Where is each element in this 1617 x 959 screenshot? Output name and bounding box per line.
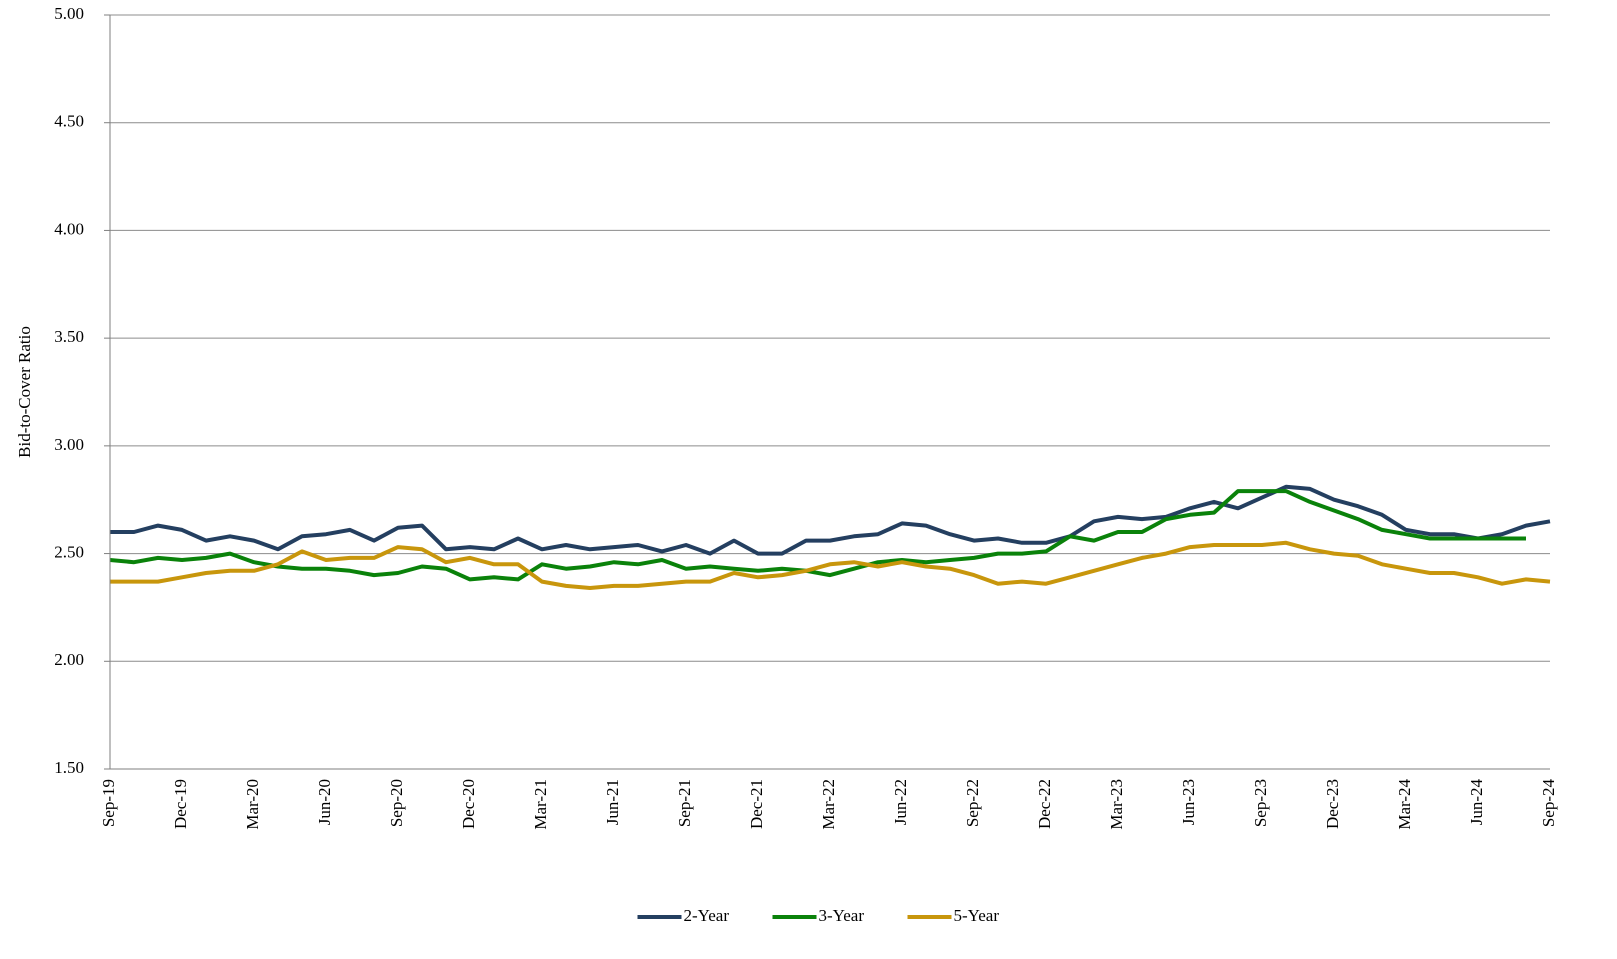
x-tick-label: Dec-22 [1035, 779, 1054, 829]
y-tick-label: 2.00 [54, 650, 84, 669]
x-tick-label: Sep-24 [1539, 779, 1558, 828]
x-tick-label: Mar-20 [243, 779, 262, 830]
series-line [110, 484, 1551, 556]
x-tick-label: Sep-19 [99, 779, 118, 827]
x-tick-label: Jun-21 [603, 779, 622, 825]
x-tick-label: Mar-21 [531, 779, 550, 830]
x-tick-label: Mar-24 [1395, 779, 1414, 830]
y-tick-label: 4.50 [54, 112, 84, 131]
x-tick-label: Sep-22 [963, 779, 982, 827]
x-tick-label: Dec-21 [747, 779, 766, 829]
x-tick-label: Jun-22 [891, 779, 910, 825]
x-tick-label: Jun-23 [1179, 779, 1198, 825]
series-line [109, 489, 1526, 582]
x-tick-label: Sep-21 [675, 779, 694, 827]
x-tick-label: Dec-23 [1323, 779, 1342, 829]
y-axis-label: Bid-to-Cover Ratio [15, 326, 34, 458]
y-tick-label: 3.00 [54, 435, 84, 454]
legend-label: 5-Year [954, 906, 1000, 925]
y-tick-label: 4.00 [54, 219, 84, 238]
x-tick-label: Jun-20 [315, 779, 334, 825]
x-tick-label: Mar-22 [819, 779, 838, 830]
x-tick-label: Mar-23 [1107, 779, 1126, 830]
y-tick-label: 3.50 [54, 327, 84, 346]
legend-label: 2-Year [684, 906, 730, 925]
x-tick-label: Sep-23 [1251, 779, 1270, 827]
y-tick-label: 2.50 [54, 542, 84, 561]
x-tick-label: Dec-20 [459, 779, 478, 829]
x-tick-label: Dec-19 [171, 779, 190, 829]
legend-label: 3-Year [819, 906, 865, 925]
x-tick-label: Sep-20 [387, 779, 406, 827]
y-tick-label: 5.00 [54, 4, 84, 23]
x-tick-label: Jun-24 [1467, 779, 1486, 826]
series-line [110, 540, 1551, 590]
y-tick-label: 1.50 [54, 758, 84, 777]
